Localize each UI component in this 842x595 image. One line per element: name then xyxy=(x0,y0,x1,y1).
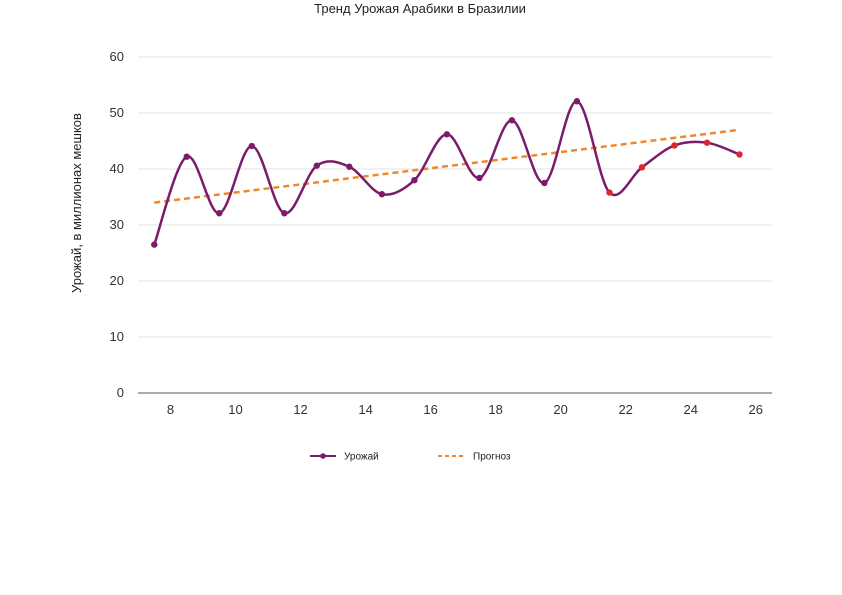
series-forecast-line xyxy=(154,128,740,204)
y-tick-label: 50 xyxy=(110,105,124,120)
harvest-point xyxy=(313,162,321,169)
plot-area xyxy=(151,98,743,248)
x-tick-label: 24 xyxy=(683,402,697,417)
y-axis-label: Урожай, в миллионах мешков xyxy=(69,113,84,293)
harvest-point xyxy=(151,241,158,248)
legend-forecast-label: Прогноз xyxy=(473,452,511,463)
harvest-point xyxy=(573,98,581,105)
harvest-point xyxy=(411,177,418,184)
legend-harvest-marker xyxy=(320,453,326,459)
legend-harvest-label: Урожай xyxy=(344,452,379,463)
harvest-point xyxy=(281,210,288,217)
forecast-point xyxy=(606,189,613,196)
y-tick-label: 0 xyxy=(117,385,124,400)
harvest-point xyxy=(443,131,451,138)
harvest-point xyxy=(378,191,386,198)
y-tick-label: 60 xyxy=(110,49,124,64)
harvest-point xyxy=(183,153,190,160)
legend: Урожай Прогноз xyxy=(310,452,511,463)
series-harvest-line xyxy=(153,99,740,246)
x-tick-label: 16 xyxy=(423,402,437,417)
chart-title: Тренд Урожая Арабики в Бразилии xyxy=(314,1,526,16)
forecast-point xyxy=(638,164,646,171)
x-tick-label: 22 xyxy=(618,402,632,417)
y-tick-label: 20 xyxy=(110,273,124,288)
x-tick-label: 8 xyxy=(167,402,174,417)
x-tick-label: 14 xyxy=(358,402,372,417)
grid xyxy=(138,56,772,338)
forecast-point xyxy=(736,151,743,158)
harvest-point xyxy=(476,174,483,182)
harvest-point xyxy=(346,163,353,170)
x-axis-ticks: 8 10 12 14 16 18 20 22 24 26 xyxy=(167,402,763,417)
harvest-point xyxy=(216,210,223,217)
y-axis-ticks: 0 10 20 30 40 50 60 xyxy=(110,49,124,400)
y-tick-label: 40 xyxy=(110,161,124,176)
x-tick-label: 18 xyxy=(488,402,502,417)
harvest-point xyxy=(248,142,255,150)
x-tick-label: 26 xyxy=(749,402,763,417)
y-tick-label: 10 xyxy=(110,329,124,344)
harvest-point xyxy=(541,179,548,187)
y-tick-label: 30 xyxy=(110,217,124,232)
forecast-point xyxy=(671,142,678,149)
x-tick-label: 20 xyxy=(553,402,567,417)
forecast-point xyxy=(703,139,711,146)
x-tick-label: 10 xyxy=(228,402,242,417)
x-tick-label: 12 xyxy=(293,402,307,417)
harvest-point xyxy=(508,117,516,124)
